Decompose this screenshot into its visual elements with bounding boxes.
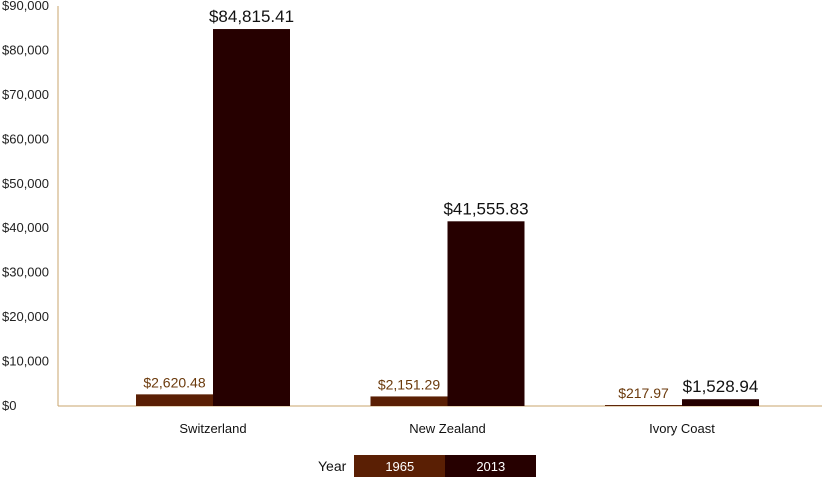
bar-1965 (370, 396, 448, 406)
x-tick-label: Ivory Coast (649, 421, 715, 436)
data-label-2013: $84,815.41 (209, 7, 294, 26)
bar-1965 (136, 394, 213, 406)
bar-1965 (605, 405, 682, 406)
bar-2013 (213, 29, 290, 406)
data-label-1965: $2,620.48 (143, 374, 205, 390)
y-tick-label: $70,000 (2, 87, 49, 102)
data-label-2013: $1,528.94 (683, 377, 759, 396)
y-tick-label: $40,000 (2, 220, 49, 235)
chart: $0 $10,000 $20,000 $30,000 $40,000 $50,000 $60… (2, 0, 822, 436)
y-tick-label: $20,000 (2, 309, 49, 324)
y-tick-label: $60,000 (2, 131, 49, 146)
bar-2013 (447, 221, 525, 406)
data-label-1965: $2,151.29 (378, 376, 440, 392)
legend-item-2013: 2013 (445, 455, 537, 477)
y-tick-label: $90,000 (2, 0, 49, 13)
y-tick-label: $10,000 (2, 354, 49, 369)
legend-item-1965: 1965 (354, 455, 446, 477)
y-tick-label: $50,000 (2, 176, 49, 191)
legend-title: Year (318, 458, 347, 474)
x-tick-label: Switzerland (179, 421, 246, 436)
y-tick-label: $0 (2, 398, 16, 413)
data-label-1965: $217.97 (618, 385, 669, 401)
y-tick-label: $80,000 (2, 42, 49, 57)
legend: Year 1965 2013 (318, 455, 537, 477)
data-label-2013: $41,555.83 (443, 199, 528, 218)
y-tick-label: $30,000 (2, 265, 49, 280)
x-tick-label: New Zealand (409, 421, 486, 436)
bar-2013 (682, 399, 759, 406)
